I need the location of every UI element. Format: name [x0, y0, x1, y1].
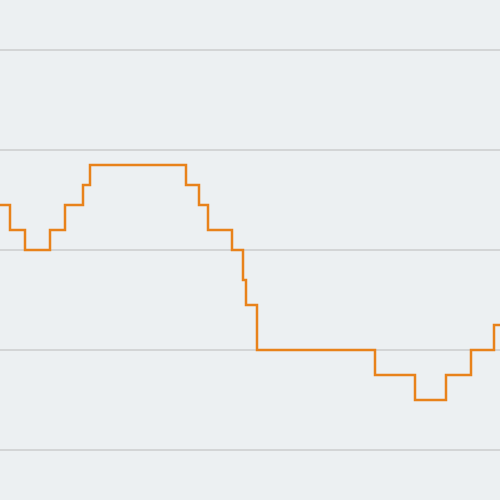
gridlines	[0, 49, 500, 451]
series-line-0	[0, 163, 500, 402]
series-layer	[0, 163, 500, 402]
